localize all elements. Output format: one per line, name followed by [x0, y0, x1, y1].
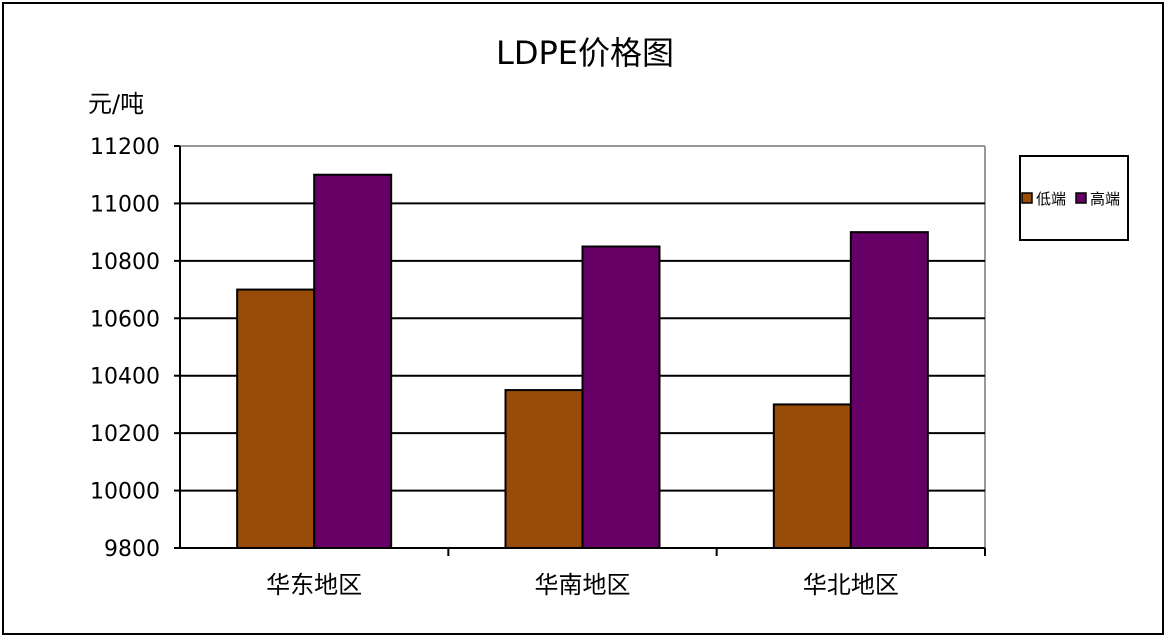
chart-title: LDPE价格图	[496, 34, 674, 72]
y-tick-label: 11200	[90, 135, 160, 160]
x-tick-label: 华东地区	[266, 571, 362, 599]
bar-高端-华北地区	[849, 231, 929, 549]
legend-swatch	[1021, 192, 1033, 204]
y-tick-label: 10400	[90, 365, 160, 390]
y-tick-label: 10800	[90, 250, 160, 275]
bar-低端-华南地区	[504, 389, 584, 550]
y-tick-label: 9800	[104, 537, 160, 562]
bar-低端-华北地区	[772, 403, 852, 549]
legend: 低端 高端	[1019, 155, 1129, 241]
bar-低端-华东地区	[236, 288, 316, 549]
y-tick-label: 10000	[90, 480, 160, 505]
legend-box	[1019, 155, 1129, 241]
legend-label: 高端	[1090, 190, 1120, 208]
y-axis-label: 元/吨	[88, 90, 144, 118]
legend-label: 低端	[1036, 190, 1066, 208]
y-tick-label: 11000	[90, 192, 160, 217]
y-tick-label: 10600	[90, 307, 160, 332]
legend-swatch	[1075, 192, 1087, 204]
y-tick-label: 10200	[90, 422, 160, 447]
bar-高端-华东地区	[313, 173, 393, 549]
bar-高端-华南地区	[581, 245, 661, 549]
x-tick-label: 华北地区	[803, 571, 899, 599]
x-tick-label: 华南地区	[535, 571, 631, 599]
